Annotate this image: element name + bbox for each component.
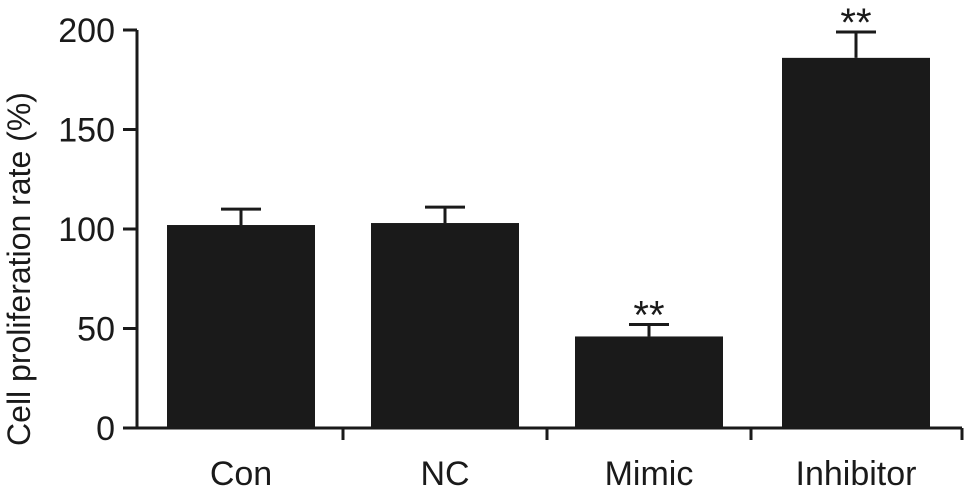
error-bars [221,30,876,337]
significance-label: ** [633,294,664,338]
y-tick-label: 0 [96,410,115,448]
bar [167,225,315,428]
significance-labels: ** ** [633,1,871,338]
x-tick-label: Con [210,455,272,493]
y-tick-label: 100 [58,211,115,249]
y-tick-label: 50 [77,311,115,349]
y-axis-title-group: Cell proliferation rate (%) [1,92,37,446]
bar [575,336,723,428]
bar [371,223,519,428]
bar [782,57,930,429]
y-tick-label: 200 [58,12,115,50]
significance-label: ** [840,1,871,45]
bars [167,57,930,429]
y-axis-ticks: 0 50 100 150 200 [58,12,964,448]
x-axis-labels: Con NC Mimic Inhibitor [210,455,917,493]
x-tick-label: Mimic [605,455,694,493]
x-tick-label: Inhibitor [796,455,917,493]
x-tick-label: NC [420,455,469,493]
y-tick-label: 150 [58,112,115,150]
y-axis-title: Cell proliferation rate (%) [1,92,37,446]
